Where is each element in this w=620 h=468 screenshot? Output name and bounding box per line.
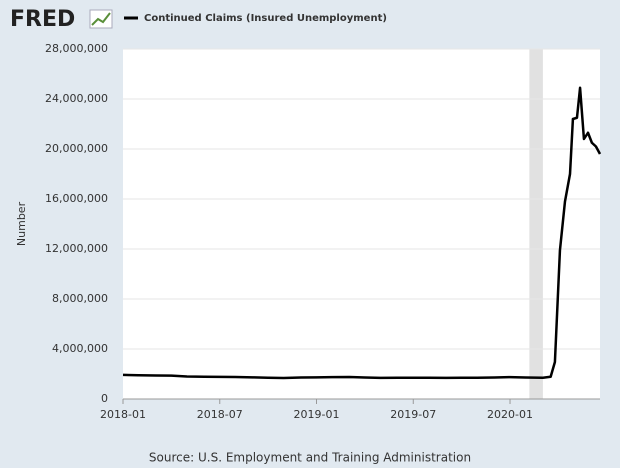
x-tick-label: 2019-01: [294, 408, 340, 421]
y-axis-label: Number: [15, 201, 28, 246]
x-tick-label: 2018-01: [100, 408, 146, 421]
y-tick-label: 24,000,000: [45, 92, 108, 105]
series-line: [122, 86, 602, 380]
y-tick-label: 12,000,000: [45, 242, 108, 255]
source-note: Source: U.S. Employment and Training Adm…: [149, 451, 471, 465]
recession-shade: [529, 49, 543, 399]
x-tick-label: 2020-01: [487, 408, 533, 421]
y-tick-label: 4,000,000: [52, 342, 108, 355]
y-tick-label: 0: [101, 392, 108, 405]
brand-logo: FRED: [10, 7, 75, 32]
logo-icon: [89, 9, 113, 29]
y-tick-label: 8,000,000: [52, 292, 108, 305]
x-tick-label: 2018-07: [197, 408, 243, 421]
y-tick-label: 16,000,000: [45, 192, 108, 205]
y-tick-label: 28,000,000: [45, 42, 108, 55]
plot-area: [123, 49, 600, 399]
y-tick-label: 20,000,000: [45, 142, 108, 155]
x-tick-label: 2019-07: [390, 408, 436, 421]
legend-label: Continued Claims (Insured Unemployment): [144, 13, 387, 24]
